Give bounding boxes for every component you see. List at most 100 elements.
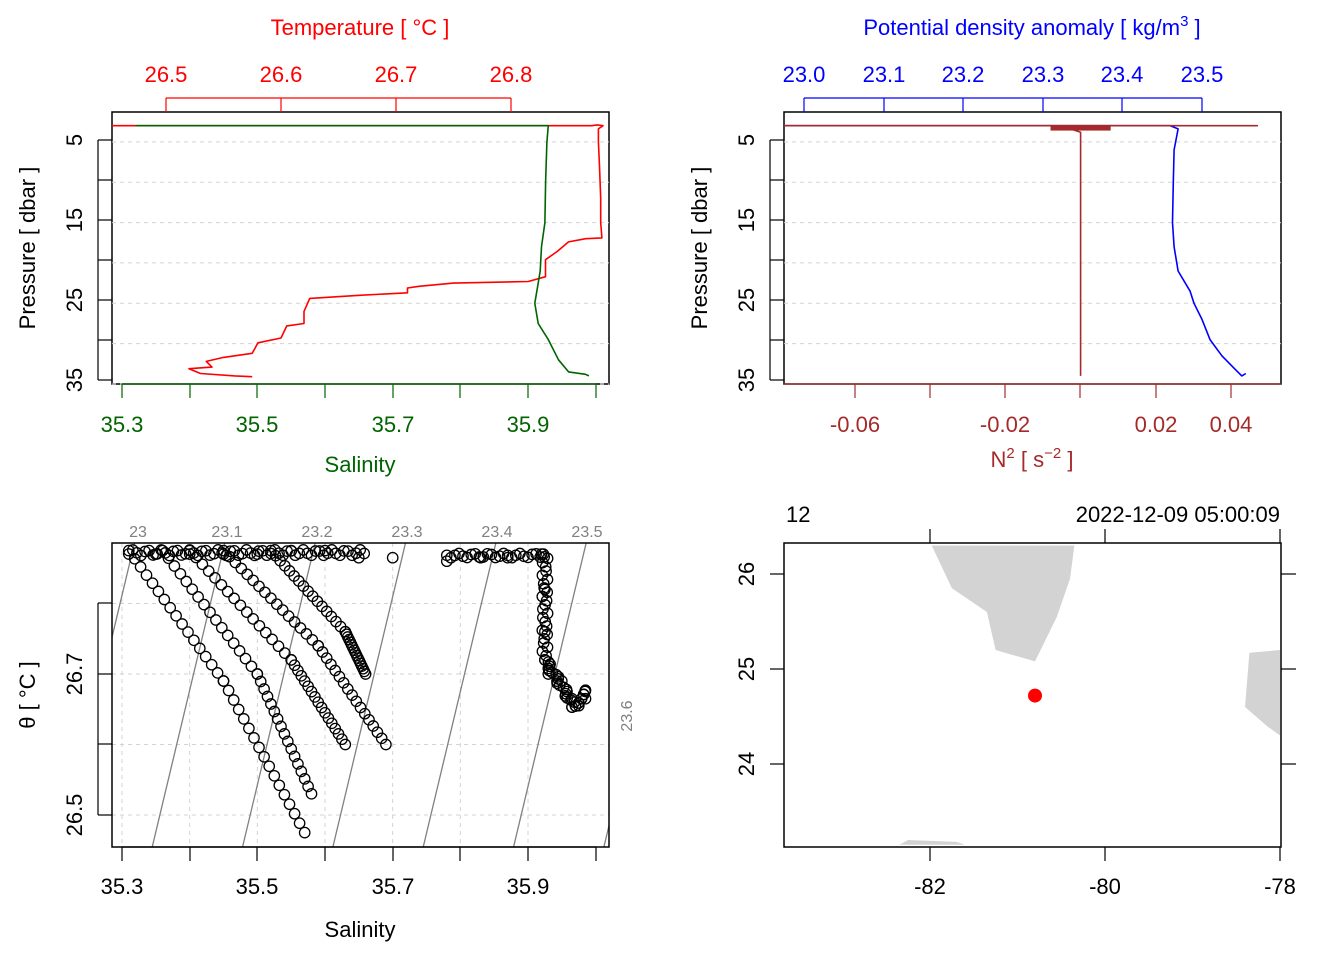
ts-point [275, 720, 287, 733]
ts-point [358, 707, 371, 720]
ts-point [268, 705, 281, 718]
ts-point [199, 650, 212, 663]
ts-diagram-points [122, 544, 592, 839]
ts-point [234, 599, 247, 612]
ts-point [259, 586, 271, 599]
ts-point [295, 765, 308, 778]
ts-point [140, 569, 153, 581]
ts-point [273, 779, 286, 792]
ts-point [334, 549, 346, 562]
density-tick-label: 23.1 [863, 62, 906, 87]
ts-point [572, 697, 585, 709]
ts-point [306, 634, 319, 646]
theta-tick-label: 26.5 [62, 794, 87, 837]
latitude-tick-label: 25 [734, 657, 759, 681]
ts-point [235, 562, 248, 575]
pressure-axis-label: Pressure [ dbar ] [15, 167, 40, 330]
ts-point [265, 698, 277, 710]
land-polygon [931, 545, 1075, 662]
ts-point [253, 619, 266, 632]
ts-point [386, 551, 399, 564]
n2-axis-label: N2 [ s−2 ] [991, 445, 1074, 472]
ts-point [258, 750, 270, 763]
ts-profile-lines [112, 124, 604, 378]
ts-point [566, 701, 578, 713]
pressure-tick-label: 5 [734, 134, 759, 146]
n2-axis-label-sup: 2 [1006, 445, 1014, 462]
coastline-land [899, 545, 1280, 845]
isopycnal-line [332, 543, 407, 847]
ts-point [293, 817, 306, 830]
n2-axis-label-main: N [991, 447, 1007, 472]
ts-point [193, 642, 206, 655]
ts-point [245, 660, 258, 673]
station-location [1028, 688, 1042, 703]
ts-point [316, 646, 329, 658]
ts-point [265, 547, 277, 560]
ts-point [209, 572, 221, 584]
ts-point [198, 598, 210, 611]
isopycnal-lines [112, 543, 609, 847]
ts-point [202, 565, 215, 577]
ts-point [329, 664, 342, 677]
ts-point [174, 567, 187, 580]
ts-point [283, 798, 296, 811]
ts-point [266, 633, 278, 646]
ts-point [305, 787, 318, 800]
pressure-tick-label: 15 [62, 208, 87, 232]
ts-point [240, 544, 253, 556]
ts-point [236, 547, 249, 560]
isopycnal-label: 23.5 [571, 524, 602, 541]
ts-point [227, 637, 240, 650]
ts-point [222, 684, 235, 697]
ts-point [158, 593, 171, 606]
ts-point [272, 640, 285, 653]
ts-point [217, 548, 230, 560]
pressure-tick-label: 25 [62, 288, 87, 312]
ts-point [210, 614, 222, 626]
temperature-axis-label: Temperature [ °C ] [271, 15, 450, 40]
ts-salinity-tick-label: 35.5 [236, 874, 279, 899]
ts-point [474, 551, 487, 564]
salinity-tick-label: 35.7 [372, 412, 415, 437]
ts-point [134, 561, 147, 573]
ts-point [302, 780, 314, 793]
isopycnal-label: 23 [129, 524, 147, 541]
ts-point [276, 604, 289, 616]
ts-point [537, 637, 550, 649]
isopycnal-line [512, 543, 587, 847]
ts-point [251, 548, 264, 560]
theta-axis: 26.5 26.7 θ [ °C ] [15, 602, 112, 837]
ts-point [294, 622, 307, 634]
salinity-tick-label: 35.9 [507, 412, 550, 437]
ts-point [293, 547, 306, 560]
isopycnal-label: 23.2 [301, 524, 332, 541]
ts-point [363, 713, 375, 726]
latitude-tick-label: 26 [734, 562, 759, 586]
ts-diagram-panel: 23 23.1 23.2 23.3 23.4 23.5 23.6 35.3 35… [15, 524, 636, 942]
ts-point [440, 555, 453, 568]
isopycnal-line [241, 543, 316, 847]
ts-point [227, 694, 240, 706]
isopycnal-label: 23.3 [391, 524, 422, 541]
station-marker [1028, 688, 1042, 703]
n2-axis-label-mid: [ s [1015, 447, 1044, 472]
density-axis-label: Potential density anomaly [ kg/m3 ] [863, 13, 1200, 40]
land-polygon [1245, 650, 1280, 736]
ts-point [259, 626, 272, 639]
ts-point [285, 743, 298, 755]
ts-point [263, 760, 276, 773]
salinity-tick-label: 35.3 [101, 412, 144, 437]
map-ticks [770, 529, 1296, 861]
ts-point [371, 726, 384, 739]
station-map-panel: 12 2022-12-09 05:00:09 -82 -80 -78 [734, 502, 1296, 899]
isopycnal-label: 23.4 [481, 524, 512, 541]
ts-point [232, 703, 245, 716]
ts-point [320, 652, 333, 664]
ts-profile-panel: 26.5 26.6 26.7 26.8 Temperature [ °C ] 3… [15, 15, 610, 477]
ts-salinity-tick-label: 35.9 [507, 874, 550, 899]
ts-point [168, 560, 181, 572]
ts-point [285, 544, 298, 557]
ts-point [251, 668, 264, 680]
ts-point [122, 544, 135, 557]
